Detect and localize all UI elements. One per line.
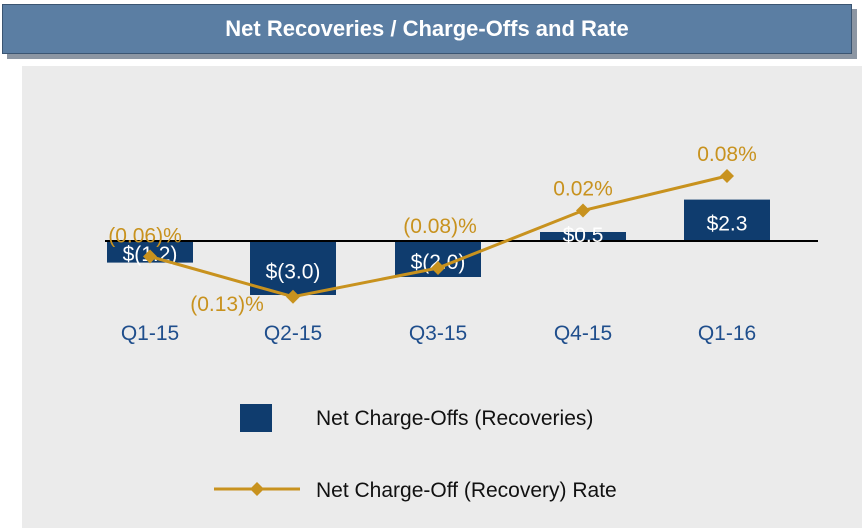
bar-value-label: $(3.0) [266,261,321,284]
bar-q2-15 [250,241,336,295]
x-tick-label: Q1-16 [698,322,756,345]
rate-value-label: (0.08)% [403,215,477,238]
rate-marker [143,249,157,264]
rate-value-label: 0.02% [553,178,613,201]
rate-value-label: (0.06)% [108,225,182,248]
chart-panel [22,66,862,528]
bar-value-label: $0.5 [563,224,604,247]
legend-bar-swatch [240,404,272,432]
bar-q4-15 [540,232,626,241]
rate-value-label: 0.08% [697,143,757,166]
x-tick-label: Q2-15 [264,322,322,345]
x-tick-label: Q3-15 [409,322,467,345]
x-tick-label: Q4-15 [554,322,612,345]
rate-marker [720,169,734,183]
rate-marker [576,203,590,218]
legend-bar-label: Net Charge-Offs (Recoveries) [316,407,593,430]
x-tick-label: Q1-15 [121,322,179,345]
rate-value-label: (0.13)% [190,293,264,316]
legend-line-label: Net Charge-Off (Recovery) Rate [316,479,617,502]
legend-line-marker [250,482,264,496]
bar-q1-16 [684,199,770,241]
bar-value-label: $2.3 [707,212,748,235]
rate-marker [431,261,445,275]
chart-title: Net Recoveries / Charge-Offs and Rate [2,4,852,54]
rate-marker [286,289,300,304]
